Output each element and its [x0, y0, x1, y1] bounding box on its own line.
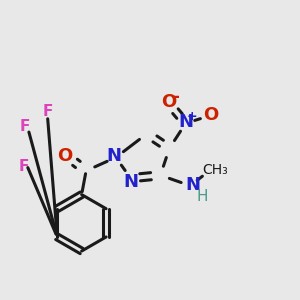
Text: -: - — [172, 88, 179, 106]
Text: O: O — [161, 93, 176, 111]
Text: H: H — [196, 189, 208, 204]
Text: N: N — [107, 147, 122, 165]
Text: +: + — [186, 110, 197, 123]
Text: N: N — [185, 176, 200, 194]
Text: CH₃: CH₃ — [202, 163, 228, 177]
Text: F: F — [20, 119, 30, 134]
Text: F: F — [42, 104, 52, 119]
Text: N: N — [123, 173, 138, 191]
Text: N: N — [179, 113, 194, 131]
Text: O: O — [57, 147, 72, 165]
Text: O: O — [203, 106, 218, 124]
Text: F: F — [19, 159, 29, 174]
